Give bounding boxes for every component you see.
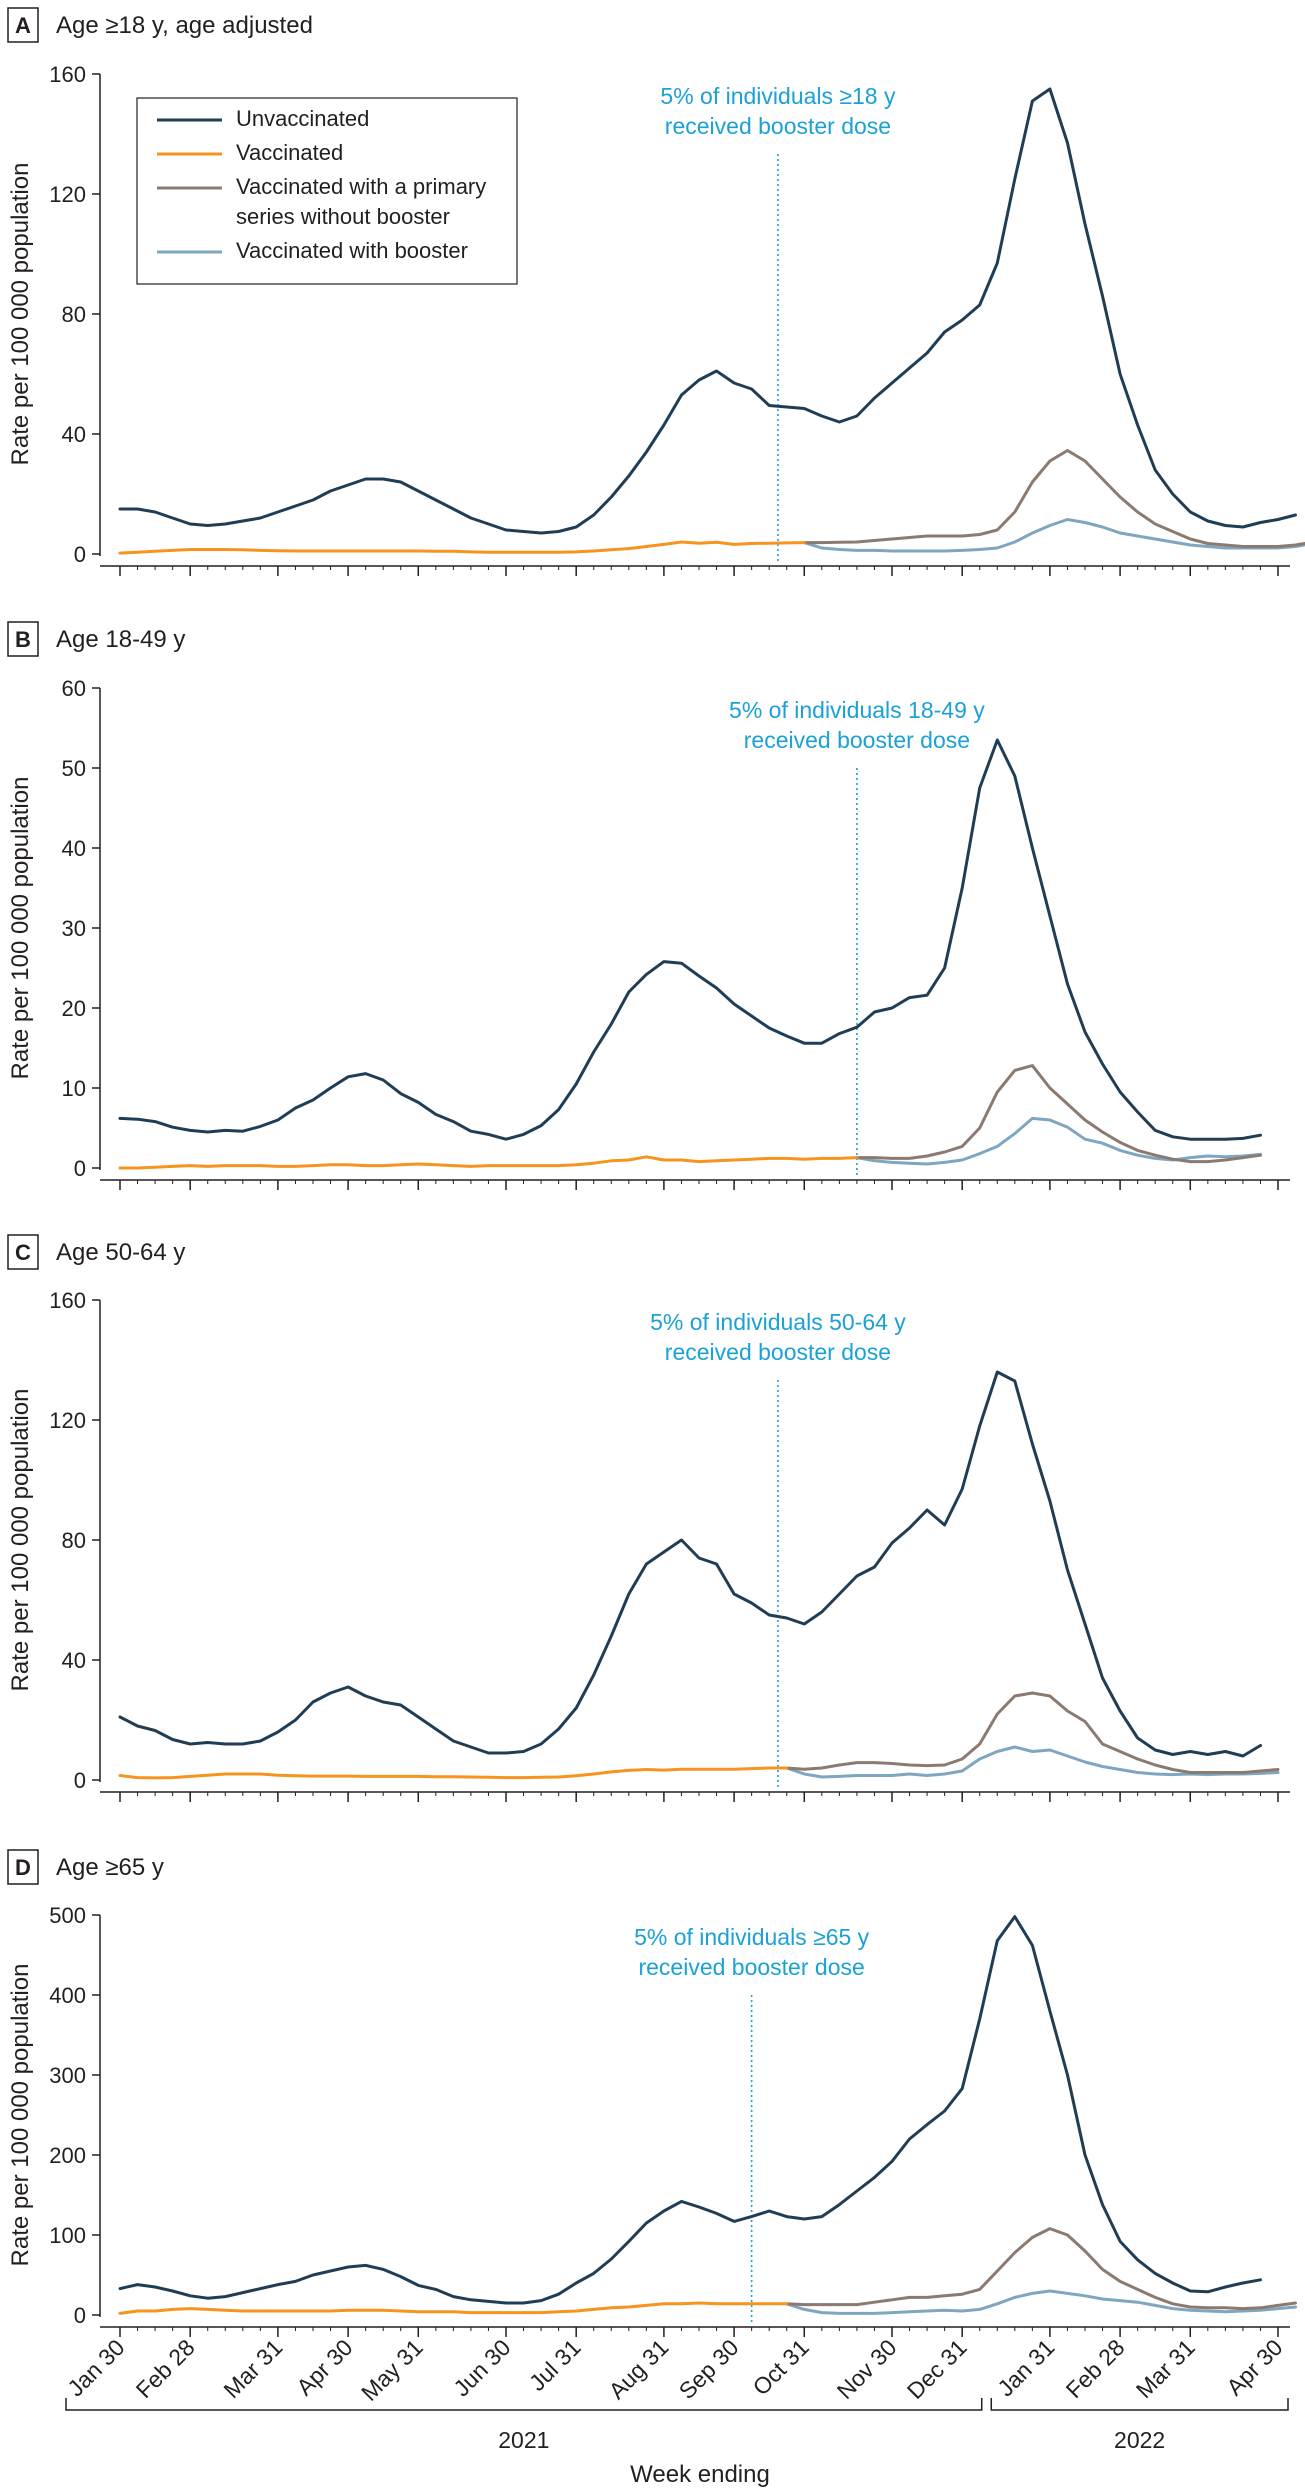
booster-annotation-text: 5% of individuals 18-49 y — [729, 697, 985, 723]
x-tick-label: Jan 31 — [992, 2334, 1059, 2401]
year-bracket-line — [990, 2398, 1289, 2411]
booster-annotation-text: received booster dose — [744, 727, 970, 753]
x-tick-label: Mar 31 — [218, 2334, 287, 2403]
y-axis-label: Rate per 100 000 population — [7, 163, 34, 466]
x-tick-label: Feb 28 — [131, 2334, 200, 2403]
panel-title: Age ≥18 y, age adjusted — [56, 12, 313, 39]
legend-label: series without booster — [236, 204, 450, 229]
panel-b: B Age 18-49 y 0 10 20 30 40 50 60 Rate per 100 00… — [7, 621, 1290, 1190]
series-line-booster — [785, 1745, 1280, 1779]
legend-label: Unvaccinated — [236, 106, 369, 131]
y-axis-label: Rate per 100 000 population — [7, 1389, 34, 1692]
series-line-vaccinated — [118, 540, 806, 555]
y-tick-label: 80 — [62, 1528, 86, 1553]
y-tick-label: 80 — [62, 302, 86, 327]
panel-letter-box — [7, 1234, 39, 1270]
panel-letter: B — [15, 627, 31, 652]
series-line-unvaccinated — [118, 1370, 1262, 1758]
panel-title: Age 50-64 y — [56, 1239, 185, 1266]
x-tick-label: Apr 30 — [291, 2334, 357, 2400]
y-tick-label: 120 — [49, 1408, 86, 1433]
x-tick-label: Nov 30 — [832, 2334, 902, 2404]
year-label: 2022 — [1114, 2427, 1165, 2453]
legend-label: Vaccinated — [236, 140, 343, 165]
panel-letter-box — [7, 1849, 39, 1885]
x-tick-label: Aug 31 — [604, 2334, 674, 2404]
legend-label: Vaccinated with a primary — [236, 174, 486, 199]
series-line-vaccinated — [118, 1155, 859, 1170]
y-tick-label: 0 — [74, 542, 86, 567]
booster-annotation-text: received booster dose — [638, 1954, 864, 1980]
series-line-unvaccinated — [118, 1915, 1262, 2305]
panel-letter-box — [7, 621, 39, 657]
x-tick-label: Apr 30 — [1221, 2334, 1287, 2400]
y-tick-label: 160 — [49, 1288, 86, 1313]
panel-d: D Age ≥65 y 0 100 200 300 400 500 Rate per 100 0… — [7, 1849, 1297, 2406]
y-tick-label: 0 — [74, 1156, 86, 1181]
x-axis-label: Week ending — [630, 2461, 770, 2488]
y-tick-label: 160 — [49, 62, 86, 87]
y-tick-label: 50 — [62, 756, 86, 781]
panel-letter: A — [15, 13, 31, 38]
y-tick-label: 120 — [49, 182, 86, 207]
series-line-booster — [785, 2289, 1297, 2315]
x-tick-label: Jul 31 — [524, 2334, 586, 2396]
series-line-unvaccinated — [118, 738, 1262, 1141]
year-label: 2021 — [498, 2427, 549, 2453]
y-tick-label: 200 — [49, 2143, 86, 2168]
y-tick-label: 0 — [74, 1768, 86, 1793]
y-tick-label: 40 — [62, 1648, 86, 1673]
panel-title: Age ≥65 y — [56, 1854, 164, 1881]
y-tick-label: 0 — [74, 2303, 86, 2328]
x-tick-label: Jan 30 — [62, 2334, 129, 2401]
series-line-primary_no_booster — [785, 2227, 1297, 2311]
y-tick-label: 300 — [49, 2063, 86, 2088]
series-line-primary_no_booster — [855, 1064, 1262, 1164]
y-axis-label: Rate per 100 000 population — [7, 777, 34, 1080]
x-tick-label: Dec 31 — [902, 2334, 972, 2404]
panel-letter: D — [15, 1855, 31, 1880]
booster-annotation-text: received booster dose — [665, 113, 891, 139]
y-tick-label: 40 — [62, 422, 86, 447]
panel-a: A Age ≥18 y, age adjusted 0 40 80 120 160 Rate … — [7, 7, 1305, 576]
y-tick-label: 20 — [62, 996, 86, 1021]
year-bracket-2022: 2022 — [990, 2398, 1289, 2453]
booster-annotation-text: 5% of individuals ≥65 y — [634, 1924, 870, 1950]
x-tick-label: Mar 31 — [1131, 2334, 1200, 2403]
y-tick-label: 100 — [49, 2223, 86, 2248]
y-tick-label: 500 — [49, 1903, 86, 1928]
y-tick-label: 30 — [62, 916, 86, 941]
series-line-unvaccinated — [118, 87, 1297, 535]
x-tick-label: Sep 30 — [674, 2334, 744, 2404]
year-bracket-2021: 2021 — [65, 2398, 983, 2453]
y-tick-label: 40 — [62, 836, 86, 861]
y-tick-label: 10 — [62, 1076, 86, 1101]
legend-label: Vaccinated with booster — [236, 238, 468, 263]
booster-annotation-text: 5% of individuals 50-64 y — [650, 1309, 906, 1335]
panel-c: C Age 50-64 y 0 40 80 120 160 Rate per 100 000 … — [7, 1234, 1290, 1802]
y-axis-label: Rate per 100 000 population — [7, 1964, 34, 2267]
series-line-booster — [855, 1116, 1262, 1166]
y-tick-label: 60 — [62, 676, 86, 701]
x-tick-label: May 31 — [356, 2334, 428, 2406]
panel-letter: C — [15, 1240, 31, 1265]
series-line-vaccinated — [118, 2301, 789, 2315]
panel-letter-box — [7, 7, 39, 43]
y-tick-label: 400 — [49, 1983, 86, 2008]
panel-title: Age 18-49 y — [56, 626, 185, 653]
series-line-booster — [802, 518, 1305, 553]
series-line-vaccinated — [118, 1766, 789, 1780]
series-line-primary_no_booster — [785, 1691, 1280, 1774]
x-tick-label: Jun 30 — [448, 2334, 515, 2401]
series-line-primary_no_booster — [802, 449, 1305, 548]
year-bracket-line — [65, 2398, 983, 2411]
booster-annotation-text: received booster dose — [665, 1339, 891, 1365]
x-tick-label: Oct 31 — [748, 2334, 814, 2400]
legend: Unvaccinated Vaccinated Vaccinated with a … — [136, 97, 518, 285]
booster-annotation-text: 5% of individuals ≥18 y — [660, 83, 896, 109]
x-tick-label: Feb 28 — [1061, 2334, 1130, 2403]
